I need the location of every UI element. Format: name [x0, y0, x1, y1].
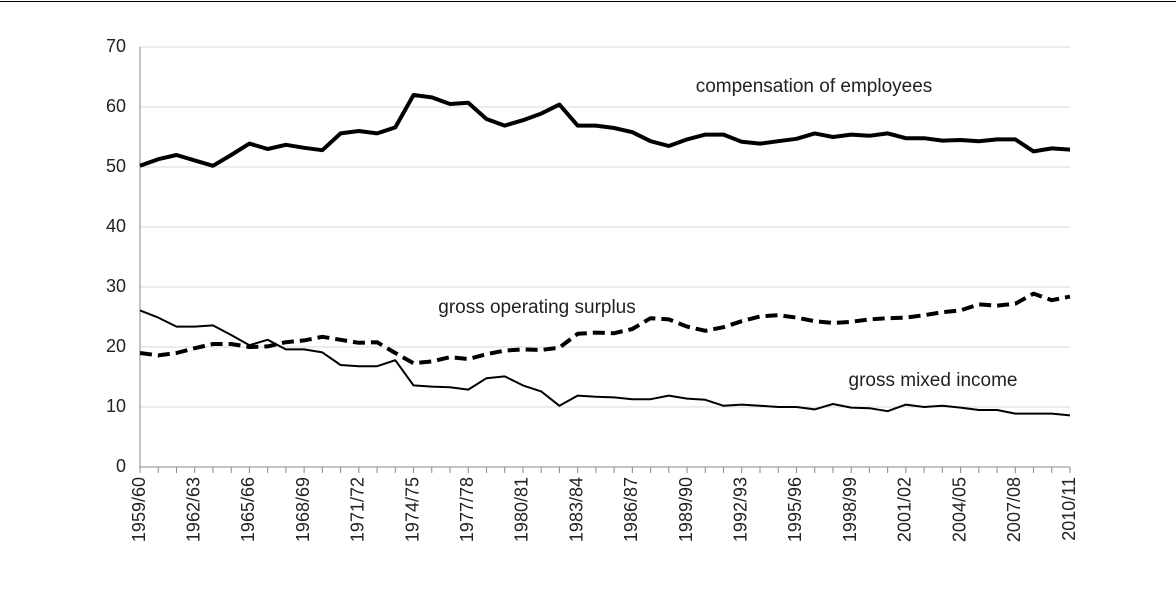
- y-tick-label: 0: [116, 456, 126, 476]
- x-tick-label: 1968/69: [293, 477, 313, 542]
- series-label: gross operating surplus: [438, 297, 636, 318]
- x-tick-label: 2007/08: [1004, 477, 1024, 542]
- y-tick-label: 40: [106, 216, 126, 236]
- x-tick-label: 1962/63: [183, 477, 203, 542]
- x-tick-label: 1959/60: [129, 477, 149, 542]
- x-tick-label: 1992/93: [731, 477, 751, 542]
- y-tick-label: 10: [106, 396, 126, 416]
- x-tick-label: 2001/02: [895, 477, 915, 542]
- y-tick-label: 60: [106, 96, 126, 116]
- x-tick-label: 1974/75: [402, 477, 422, 542]
- x-tick-label: 1995/96: [785, 477, 805, 542]
- x-tick-label: 1986/87: [621, 477, 641, 542]
- x-tick-label: 1980/81: [512, 477, 532, 542]
- y-tick-label: 70: [106, 36, 126, 56]
- x-tick-label: 1965/66: [238, 477, 258, 542]
- y-tick-label: 20: [106, 336, 126, 356]
- x-tick-label: 1971/72: [348, 477, 368, 542]
- series-line: [139, 291, 1071, 366]
- x-tick-label: 1998/99: [840, 477, 860, 542]
- x-tick-label: 1983/84: [566, 477, 586, 542]
- y-tick-label: 30: [106, 276, 126, 296]
- series-label: compensation of employees: [696, 76, 933, 97]
- series-line: [139, 93, 1071, 168]
- series-label: gross mixed income: [849, 370, 1018, 391]
- series-line: [139, 309, 1071, 417]
- y-tick-label: 50: [106, 156, 126, 176]
- x-tick-label: 1989/90: [676, 477, 696, 542]
- x-tick-label: 1977/78: [457, 477, 477, 542]
- x-tick-label: 2004/05: [949, 477, 969, 542]
- x-tick-label: 2010/11: [1059, 477, 1079, 541]
